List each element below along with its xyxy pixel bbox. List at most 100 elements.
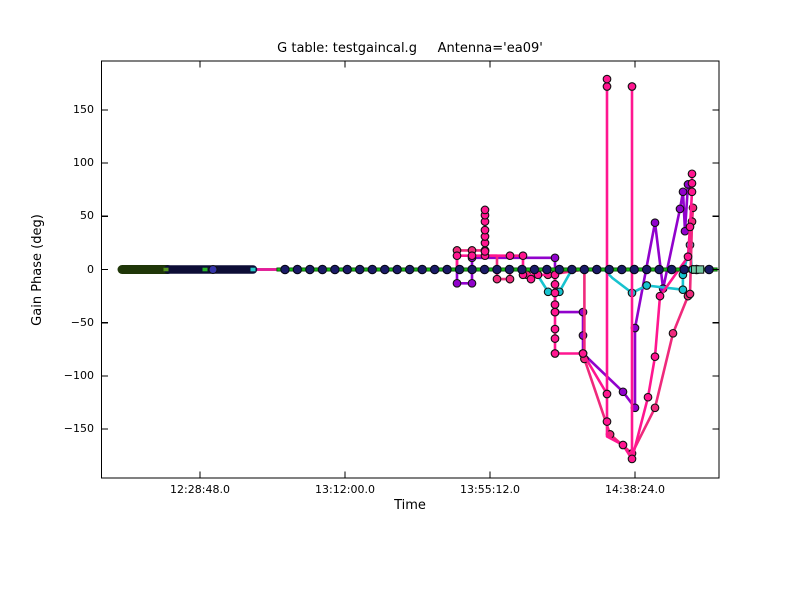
data-point-pink1 (505, 251, 515, 261)
data-point-purple (618, 387, 628, 397)
data-point-pink2 (505, 274, 515, 284)
y-tick-label: −50 (70, 315, 94, 329)
zero-point-marker (342, 264, 353, 275)
data-point-pink2 (685, 289, 695, 299)
zero-point-marker (666, 264, 677, 275)
chart-title: G table: testgaincal.g Antenna='ea09' (277, 41, 543, 56)
data-point-pink1 (452, 251, 462, 261)
data-point-pink1 (550, 288, 560, 298)
zero-point-marker (280, 264, 290, 275)
data-point-pink1 (618, 440, 628, 450)
axes-frame (100, 60, 720, 479)
zero-point-marker (679, 264, 689, 275)
zero-point-marker (292, 264, 303, 275)
data-point-pink1 (467, 251, 477, 261)
y-tick-label: −100 (63, 368, 94, 382)
zero-point-marker (592, 264, 602, 275)
extra-circle-marker (208, 265, 218, 274)
zero-point-marker (467, 264, 477, 275)
data-point-pink1 (602, 74, 612, 84)
x-tick-label: 13:55:12.0 (460, 483, 520, 496)
data-point-pink1 (550, 307, 560, 317)
zero-point-marker (305, 264, 315, 275)
data-point-pink2 (668, 328, 678, 338)
data-point-pink1 (578, 349, 588, 358)
zero-point-marker (417, 264, 427, 275)
x-tick-label: 13:12:00.0 (315, 483, 375, 496)
zero-point-marker (554, 264, 565, 275)
data-point-pink1 (480, 225, 490, 235)
series-pink2 (253, 203, 698, 458)
data-point-pink1 (650, 352, 660, 362)
data-point-cyan (543, 287, 553, 297)
zero-point-marker (504, 264, 515, 275)
data-point-pink1 (550, 334, 560, 343)
data-point-pink1 (602, 82, 612, 91)
data-point-pink1 (643, 392, 653, 402)
data-point-pink1 (687, 169, 697, 179)
y-tick-label: 100 (73, 156, 94, 170)
data-point-purple (452, 278, 462, 288)
zero-point-marker (317, 264, 328, 275)
x-axis-label: Time (394, 498, 426, 513)
zero-point-marker (404, 264, 415, 275)
zero-point-marker (629, 264, 640, 275)
data-point-pink1 (550, 280, 560, 289)
zero-point-marker (392, 264, 402, 275)
zero-point-marker (529, 264, 540, 275)
data-point-pink1 (480, 247, 490, 256)
extra-square-marker (695, 265, 705, 274)
x-tick-label: 12:28:48.0 (170, 483, 230, 496)
data-point-pink1 (627, 82, 637, 91)
data-point-pink2 (650, 403, 660, 413)
data-point-purple (678, 187, 688, 197)
y-tick-label: 50 (80, 209, 94, 223)
data-point-purple (675, 204, 685, 214)
data-point-pink1 (550, 324, 560, 334)
zero-point-marker (604, 264, 615, 275)
extra-dash-marker (163, 267, 169, 272)
zero-point-marker (579, 264, 590, 275)
data-point-pink1 (480, 205, 490, 215)
data-point-pink1 (685, 222, 695, 232)
data-point-pink1 (550, 300, 560, 309)
zero-point-marker (380, 264, 390, 275)
zero-point-marker (654, 264, 664, 275)
series-purple (166, 180, 693, 413)
data-point-cyan (678, 285, 688, 295)
data-point-pink1 (602, 417, 612, 426)
data-point-cyan (642, 281, 652, 290)
data-point-purple (650, 218, 660, 228)
zero-point-marker (542, 264, 552, 275)
data-point-pink1 (526, 274, 536, 284)
zero-point-marker (517, 264, 527, 275)
data-point-pink1 (518, 251, 528, 261)
data-point-pink1 (602, 389, 612, 399)
data-point-pink1 (550, 349, 560, 358)
zero-point-marker (617, 264, 627, 275)
data-point-pink1 (627, 454, 637, 464)
y-tick-label: 0 (87, 262, 94, 276)
y-tick-label: 150 (73, 102, 94, 116)
data-point-pink2 (492, 274, 502, 284)
data-point-purple (467, 278, 477, 288)
data-point-pink1 (687, 178, 697, 188)
data-point-pink1 (655, 291, 665, 301)
zero-line-dense-markers (117, 264, 718, 275)
y-tick-label: −150 (63, 422, 94, 436)
zero-point-marker (367, 264, 378, 275)
data-point-pink1 (687, 187, 697, 197)
zero-point-marker (704, 264, 714, 275)
zero-point-marker (442, 264, 452, 275)
zero-point-marker (454, 264, 465, 275)
data-point-pink1 (683, 252, 693, 262)
zero-point-marker (641, 264, 652, 275)
extra-dash-marker (250, 267, 256, 272)
x-tick-label: 14:38:24.0 (605, 483, 665, 496)
data-point-purple (550, 253, 560, 263)
zero-point-marker (330, 264, 340, 275)
zero-point-marker (479, 264, 490, 275)
zero-point-marker (429, 264, 440, 275)
